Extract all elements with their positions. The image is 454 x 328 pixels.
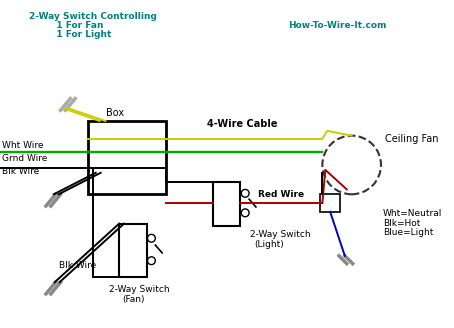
- Bar: [213, 182, 240, 226]
- Text: 1 For Fan: 1 For Fan: [47, 21, 104, 31]
- Text: Ceiling Fan: Ceiling Fan: [385, 134, 439, 144]
- Text: 1 For Light: 1 For Light: [47, 30, 111, 39]
- Text: Wht=Neutral: Wht=Neutral: [383, 209, 442, 218]
- Text: 2-Way Switch: 2-Way Switch: [109, 285, 170, 294]
- Text: Wht Wire: Wht Wire: [2, 141, 44, 150]
- Text: Box: Box: [105, 108, 123, 118]
- Text: Red Wire: Red Wire: [258, 190, 304, 199]
- Text: Blk=Hot: Blk=Hot: [383, 219, 420, 228]
- Text: How-To-Wire-It.com: How-To-Wire-It.com: [288, 21, 386, 31]
- Text: 2-Way Switch Controlling: 2-Way Switch Controlling: [30, 11, 157, 21]
- Text: Blk Wire: Blk Wire: [59, 261, 96, 270]
- Text: Grnd Wire: Grnd Wire: [2, 154, 47, 163]
- Text: (Light): (Light): [254, 240, 284, 249]
- Text: 2-Way Switch: 2-Way Switch: [250, 231, 311, 239]
- Bar: [88, 121, 166, 194]
- Text: Blk Wire: Blk Wire: [2, 167, 39, 176]
- Text: (Fan): (Fan): [122, 295, 145, 304]
- Text: Blue=Light: Blue=Light: [383, 229, 433, 237]
- Bar: [321, 194, 340, 212]
- Text: 4-Wire Cable: 4-Wire Cable: [207, 119, 277, 129]
- Bar: [119, 224, 147, 277]
